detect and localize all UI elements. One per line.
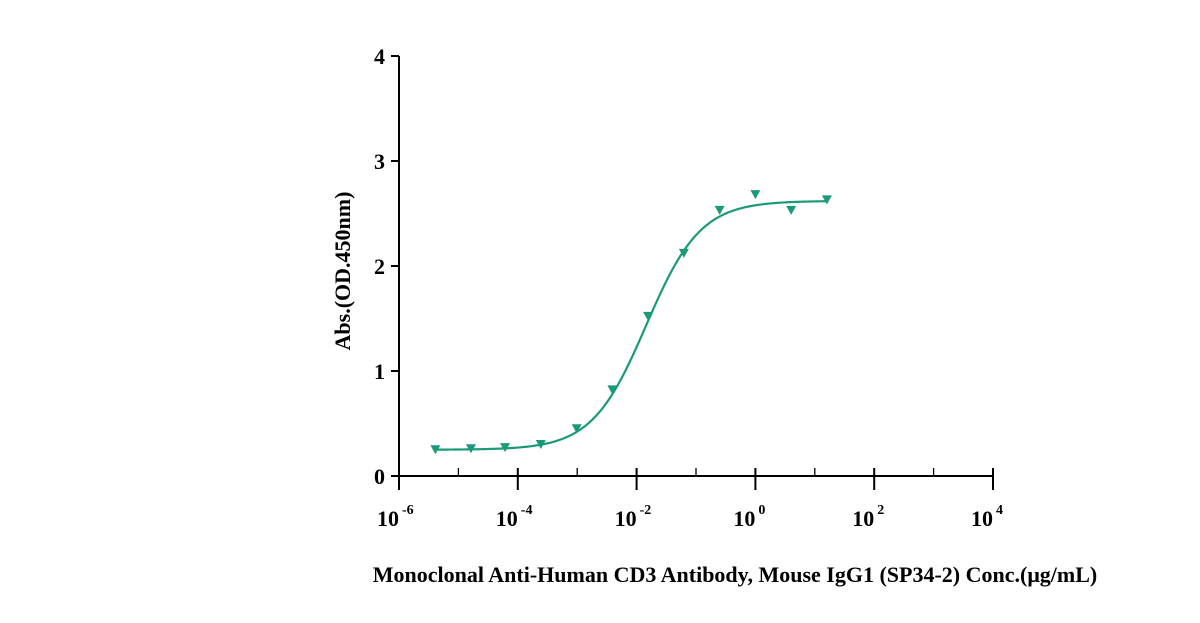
data-point: [678, 248, 689, 258]
y-tick-label: 2: [374, 254, 385, 279]
data-point: [750, 190, 761, 200]
data-points: [430, 190, 832, 455]
x-tick-exponent: -6: [402, 503, 414, 518]
x-tick-exponent: -4: [521, 503, 533, 518]
data-point: [466, 444, 477, 454]
y-tick-label: 0: [374, 464, 385, 489]
data-point: [786, 205, 797, 215]
x-tick-exponent: 2: [877, 503, 884, 518]
x-tick-label: 10: [852, 506, 874, 531]
data-point: [714, 205, 725, 215]
x-tick-label: 10: [496, 506, 518, 531]
data-point: [535, 440, 546, 449]
x-tick-label: 10: [615, 506, 637, 531]
x-tick-exponent: -2: [640, 503, 652, 518]
data-point: [821, 195, 832, 205]
x-tick-label: 10: [377, 506, 399, 531]
x-tick-label: 10: [971, 506, 993, 531]
x-axis-title: Monoclonal Anti-Human CD3 Antibody, Mous…: [373, 562, 1097, 587]
y-tick-label: 3: [374, 149, 385, 174]
x-tick-label: 10: [733, 506, 755, 531]
x-tick-exponent: 4: [996, 503, 1003, 518]
fit-curve: [435, 200, 827, 451]
y-axis-title: Abs.(OD.450nm): [330, 192, 355, 351]
data-point: [571, 424, 582, 434]
data-point: [430, 445, 441, 455]
y-tick-label: 1: [374, 359, 385, 384]
y-tick-label: 4: [374, 44, 385, 69]
data-point: [643, 311, 654, 321]
data-point: [500, 443, 511, 453]
data-point: [607, 385, 618, 395]
x-tick-exponent: 0: [758, 503, 765, 518]
